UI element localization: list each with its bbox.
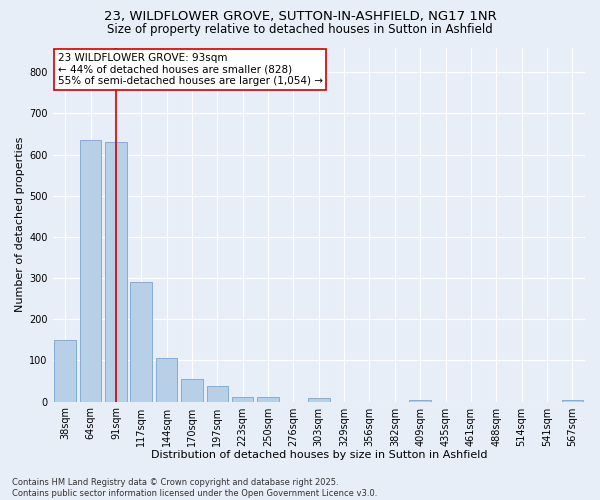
Bar (130, 282, 152, 402)
Text: Contains HM Land Registry data © Crown copyright and database right 2025.
Contai: Contains HM Land Registry data © Crown c… (12, 478, 377, 498)
Bar (257, 396, 279, 402)
Text: Size of property relative to detached houses in Sutton in Ashfield: Size of property relative to detached ho… (107, 22, 493, 36)
Bar (206, 386, 228, 402)
X-axis label: Distribution of detached houses by size in Sutton in Ashfield: Distribution of detached houses by size … (151, 450, 487, 460)
Text: 23 WILDFLOWER GROVE: 93sqm
← 44% of detached houses are smaller (828)
55% of sem: 23 WILDFLOWER GROVE: 93sqm ← 44% of deta… (58, 53, 323, 86)
Bar (156, 358, 178, 402)
Bar (409, 400, 431, 402)
Y-axis label: Number of detached properties: Number of detached properties (15, 137, 25, 312)
Bar (562, 400, 583, 402)
Bar (232, 396, 253, 402)
Bar (308, 398, 329, 402)
Bar (55, 340, 76, 402)
Bar (80, 140, 101, 402)
Bar (181, 379, 203, 402)
Bar (105, 142, 127, 402)
Text: 23, WILDFLOWER GROVE, SUTTON-IN-ASHFIELD, NG17 1NR: 23, WILDFLOWER GROVE, SUTTON-IN-ASHFIELD… (104, 10, 496, 23)
